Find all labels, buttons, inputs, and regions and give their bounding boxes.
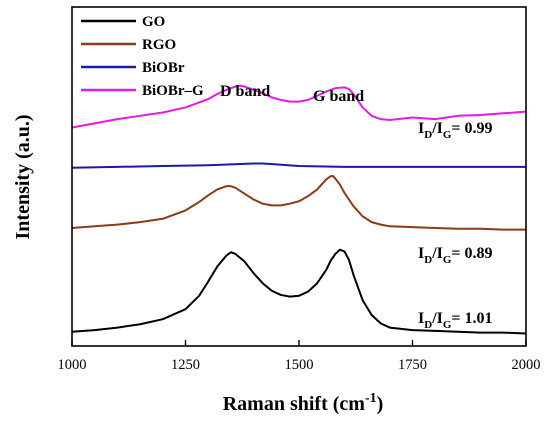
series-line-rgo: [71, 175, 526, 231]
legend: GO RGO BiOBr BiOBr–G: [81, 14, 204, 99]
x-tick-label: 1250: [171, 357, 200, 373]
x-tick-label: 2000: [512, 357, 541, 373]
ratio-label-go: ID/IG= 1.01: [418, 310, 493, 331]
series-line-biobr: [71, 162, 526, 169]
x-axis-title: Raman shift (cm-1): [223, 391, 384, 415]
legend-label-rgo: RGO: [142, 37, 176, 53]
x-tick-label: 1750: [398, 357, 427, 373]
legend-label-go: GO: [142, 14, 165, 30]
series-line-go: [71, 248, 527, 335]
legend-label-biobr-g: BiOBr–G: [142, 83, 204, 99]
x-ticks: 1000 1250 1500 1750 2000: [58, 340, 541, 373]
ratio-label-rgo: ID/IG= 0.89: [418, 245, 493, 266]
ratio-label-biobr-g: ID/IG= 0.99: [418, 120, 493, 141]
legend-label-biobr: BiOBr: [142, 60, 185, 76]
y-axis-title: Intensity (a.u.): [12, 114, 34, 239]
x-tick-label: 1500: [285, 357, 314, 373]
series-line-biobr-g: [71, 84, 527, 129]
g-band-label: G band: [313, 88, 364, 105]
x-tick-label: 1000: [58, 357, 87, 373]
d-band-label: D band: [220, 83, 270, 100]
plot-lines: [71, 84, 527, 335]
